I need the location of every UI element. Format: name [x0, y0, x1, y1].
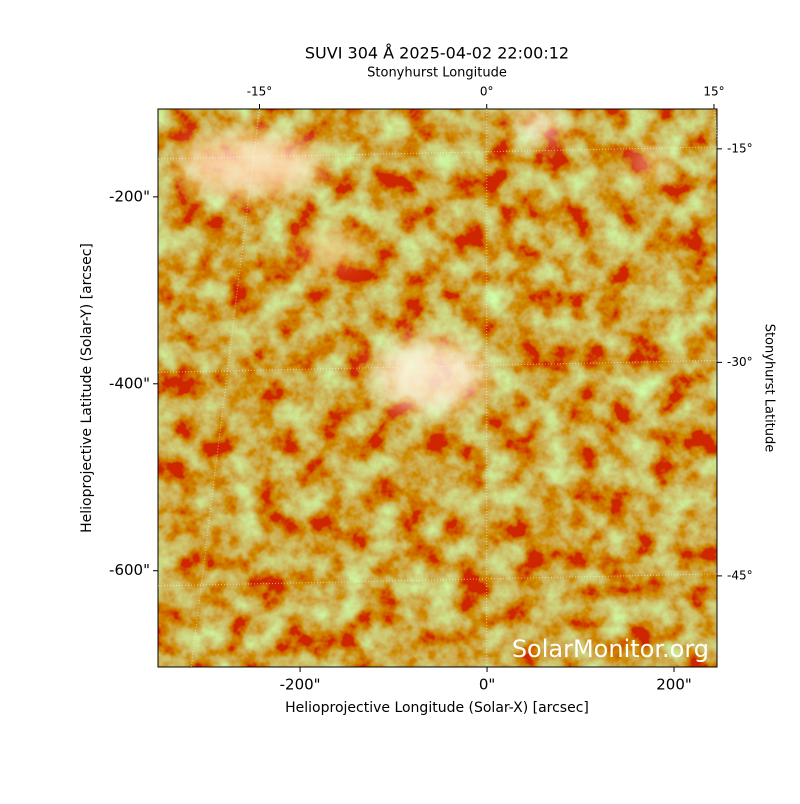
x2-label: Stonyhurst Longitude [367, 66, 507, 81]
y-tick-label: -200" [109, 187, 150, 205]
x-tick-label: 0" [479, 676, 495, 694]
y2-label: Stonyhurst Latitude [762, 324, 777, 453]
chart-title: SUVI 304 Å 2025-04-02 22:00:12 [305, 44, 569, 63]
x2-tick-label: 15° [703, 85, 724, 99]
y2-tick-label: -30° [727, 355, 753, 369]
y-label: Helioprojective Latitude (Solar-Y) [arcs… [79, 243, 95, 533]
y-tick-label: -600" [109, 561, 150, 579]
y2-tick-label: -45° [727, 568, 753, 582]
y-tick-label: -400" [109, 374, 150, 392]
x-label: Helioprojective Longitude (Solar-X) [arc… [285, 700, 589, 716]
x2-tick-label: -15° [247, 85, 273, 99]
x-tick-label: 200" [656, 676, 692, 694]
x-tick-label: -200" [280, 676, 321, 694]
watermark: SolarMonitor.org [512, 635, 709, 663]
solar-image [158, 109, 717, 667]
x2-tick-label: 0° [480, 85, 494, 99]
y2-tick-label: -15° [727, 141, 753, 155]
